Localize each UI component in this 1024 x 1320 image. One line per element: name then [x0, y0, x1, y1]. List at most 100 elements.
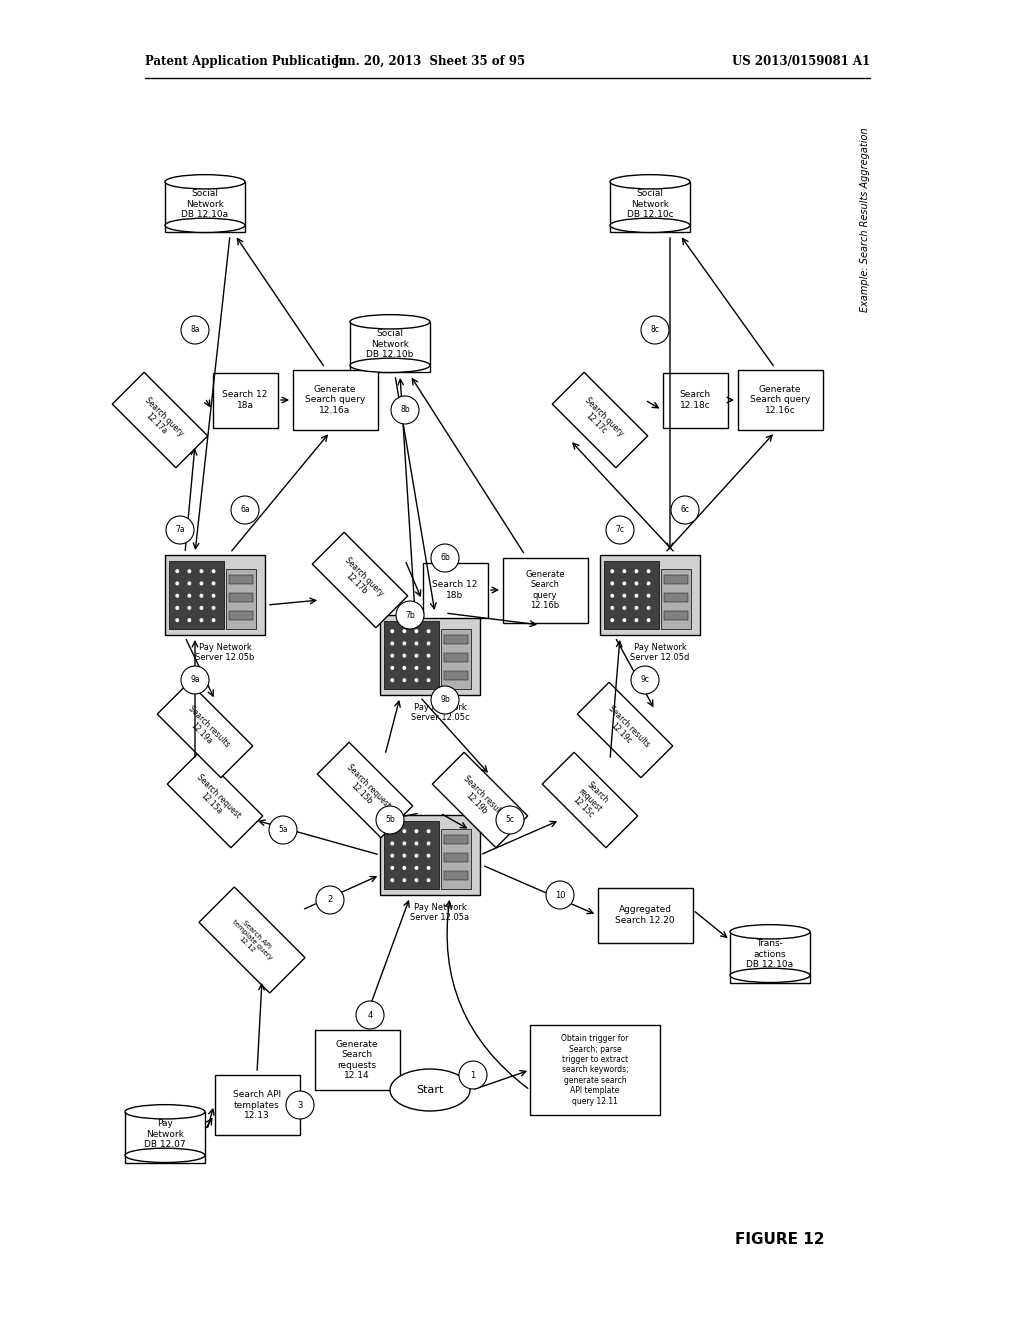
Text: Pay Network
Server 12.05d: Pay Network Server 12.05d — [631, 643, 690, 663]
Text: Search 12
18b: Search 12 18b — [432, 581, 477, 599]
Ellipse shape — [415, 665, 419, 671]
Ellipse shape — [175, 618, 179, 622]
Text: Search query
12.17a: Search query 12.17a — [135, 395, 184, 445]
Text: Trans-
actions
DB 12.10a: Trans- actions DB 12.10a — [746, 940, 794, 969]
Ellipse shape — [212, 618, 215, 622]
Text: Aggregated
Search 12.20: Aggregated Search 12.20 — [615, 906, 675, 925]
Text: Generate
Search
requests
12.14: Generate Search requests 12.14 — [336, 1040, 378, 1080]
Text: Jun. 20, 2013  Sheet 35 of 95: Jun. 20, 2013 Sheet 35 of 95 — [334, 55, 526, 69]
Ellipse shape — [286, 1092, 314, 1119]
Ellipse shape — [181, 667, 209, 694]
Ellipse shape — [415, 854, 419, 858]
Text: 5a: 5a — [279, 825, 288, 834]
Text: 6a: 6a — [241, 506, 250, 515]
Text: Search API
templates
12.13: Search API templates 12.13 — [232, 1090, 281, 1119]
Ellipse shape — [166, 516, 194, 544]
Bar — [664, 611, 688, 620]
Ellipse shape — [165, 174, 245, 189]
Ellipse shape — [415, 642, 419, 645]
Ellipse shape — [390, 854, 394, 858]
Text: 5b: 5b — [385, 816, 395, 825]
Bar — [384, 620, 439, 689]
Polygon shape — [543, 752, 638, 847]
Text: Search results
12.19b: Search results 12.19b — [454, 774, 506, 826]
Ellipse shape — [402, 642, 407, 645]
Ellipse shape — [427, 630, 430, 634]
Bar — [664, 593, 688, 602]
Ellipse shape — [402, 665, 407, 671]
Text: 5c: 5c — [506, 816, 514, 825]
Bar — [604, 561, 659, 630]
Text: 8c: 8c — [650, 326, 659, 334]
Polygon shape — [317, 742, 413, 838]
Ellipse shape — [415, 878, 419, 882]
Ellipse shape — [427, 665, 430, 671]
Bar — [441, 630, 471, 689]
Bar — [441, 829, 471, 888]
Ellipse shape — [431, 544, 459, 572]
Text: Pay Network
Server 12.05c: Pay Network Server 12.05c — [411, 704, 469, 722]
Ellipse shape — [175, 569, 179, 573]
Text: Search request
12.15a: Search request 12.15a — [187, 772, 243, 828]
Text: 10: 10 — [555, 891, 565, 899]
Ellipse shape — [635, 618, 638, 622]
Ellipse shape — [623, 594, 627, 598]
Ellipse shape — [646, 594, 650, 598]
Text: 7b: 7b — [406, 610, 415, 619]
Text: 3: 3 — [297, 1101, 303, 1110]
Ellipse shape — [316, 886, 344, 913]
Text: Obtain trigger for
Search; parse
trigger to extract
search keywords;
generate se: Obtain trigger for Search; parse trigger… — [561, 1035, 629, 1106]
Text: 9b: 9b — [440, 696, 450, 705]
Ellipse shape — [427, 878, 430, 882]
Bar — [597, 887, 692, 942]
Ellipse shape — [646, 606, 650, 610]
Bar — [229, 576, 253, 583]
Bar — [444, 853, 468, 862]
Ellipse shape — [427, 678, 430, 682]
Text: 7a: 7a — [175, 525, 184, 535]
Ellipse shape — [623, 569, 627, 573]
Ellipse shape — [415, 829, 419, 833]
Text: Patent Application Publication: Patent Application Publication — [145, 55, 347, 69]
Ellipse shape — [390, 866, 394, 870]
Polygon shape — [578, 682, 673, 777]
Bar — [444, 836, 468, 843]
Bar — [730, 932, 810, 982]
Text: Search API
template query
12.12: Search API template query 12.12 — [226, 913, 279, 966]
Bar — [125, 1111, 205, 1163]
Ellipse shape — [402, 678, 407, 682]
Ellipse shape — [390, 665, 394, 671]
Ellipse shape — [646, 618, 650, 622]
Bar — [213, 372, 278, 428]
Ellipse shape — [402, 630, 407, 634]
Text: Pay
Network
DB 12.07: Pay Network DB 12.07 — [144, 1119, 185, 1150]
Text: Search results
12.19c: Search results 12.19c — [599, 704, 651, 756]
Ellipse shape — [641, 315, 669, 345]
Ellipse shape — [212, 581, 215, 586]
Text: Start: Start — [417, 1085, 443, 1096]
Bar — [380, 615, 480, 696]
Ellipse shape — [427, 653, 430, 657]
Ellipse shape — [623, 618, 627, 622]
Text: 1: 1 — [470, 1071, 475, 1080]
Ellipse shape — [427, 866, 430, 870]
Polygon shape — [552, 372, 648, 467]
Ellipse shape — [187, 606, 191, 610]
Ellipse shape — [390, 653, 394, 657]
Polygon shape — [158, 682, 253, 777]
Bar — [229, 593, 253, 602]
Ellipse shape — [427, 642, 430, 645]
Text: 2: 2 — [328, 895, 333, 904]
Bar — [444, 871, 468, 880]
Ellipse shape — [175, 594, 179, 598]
Text: Search
request
12.15c: Search request 12.15c — [569, 779, 611, 821]
Ellipse shape — [402, 878, 407, 882]
Text: Pay Network
Server 12.05a: Pay Network Server 12.05a — [411, 903, 470, 923]
Bar — [444, 653, 468, 663]
Ellipse shape — [376, 807, 404, 834]
Bar — [214, 1074, 299, 1135]
Ellipse shape — [200, 569, 204, 573]
Ellipse shape — [390, 642, 394, 645]
Ellipse shape — [391, 396, 419, 424]
Ellipse shape — [402, 866, 407, 870]
